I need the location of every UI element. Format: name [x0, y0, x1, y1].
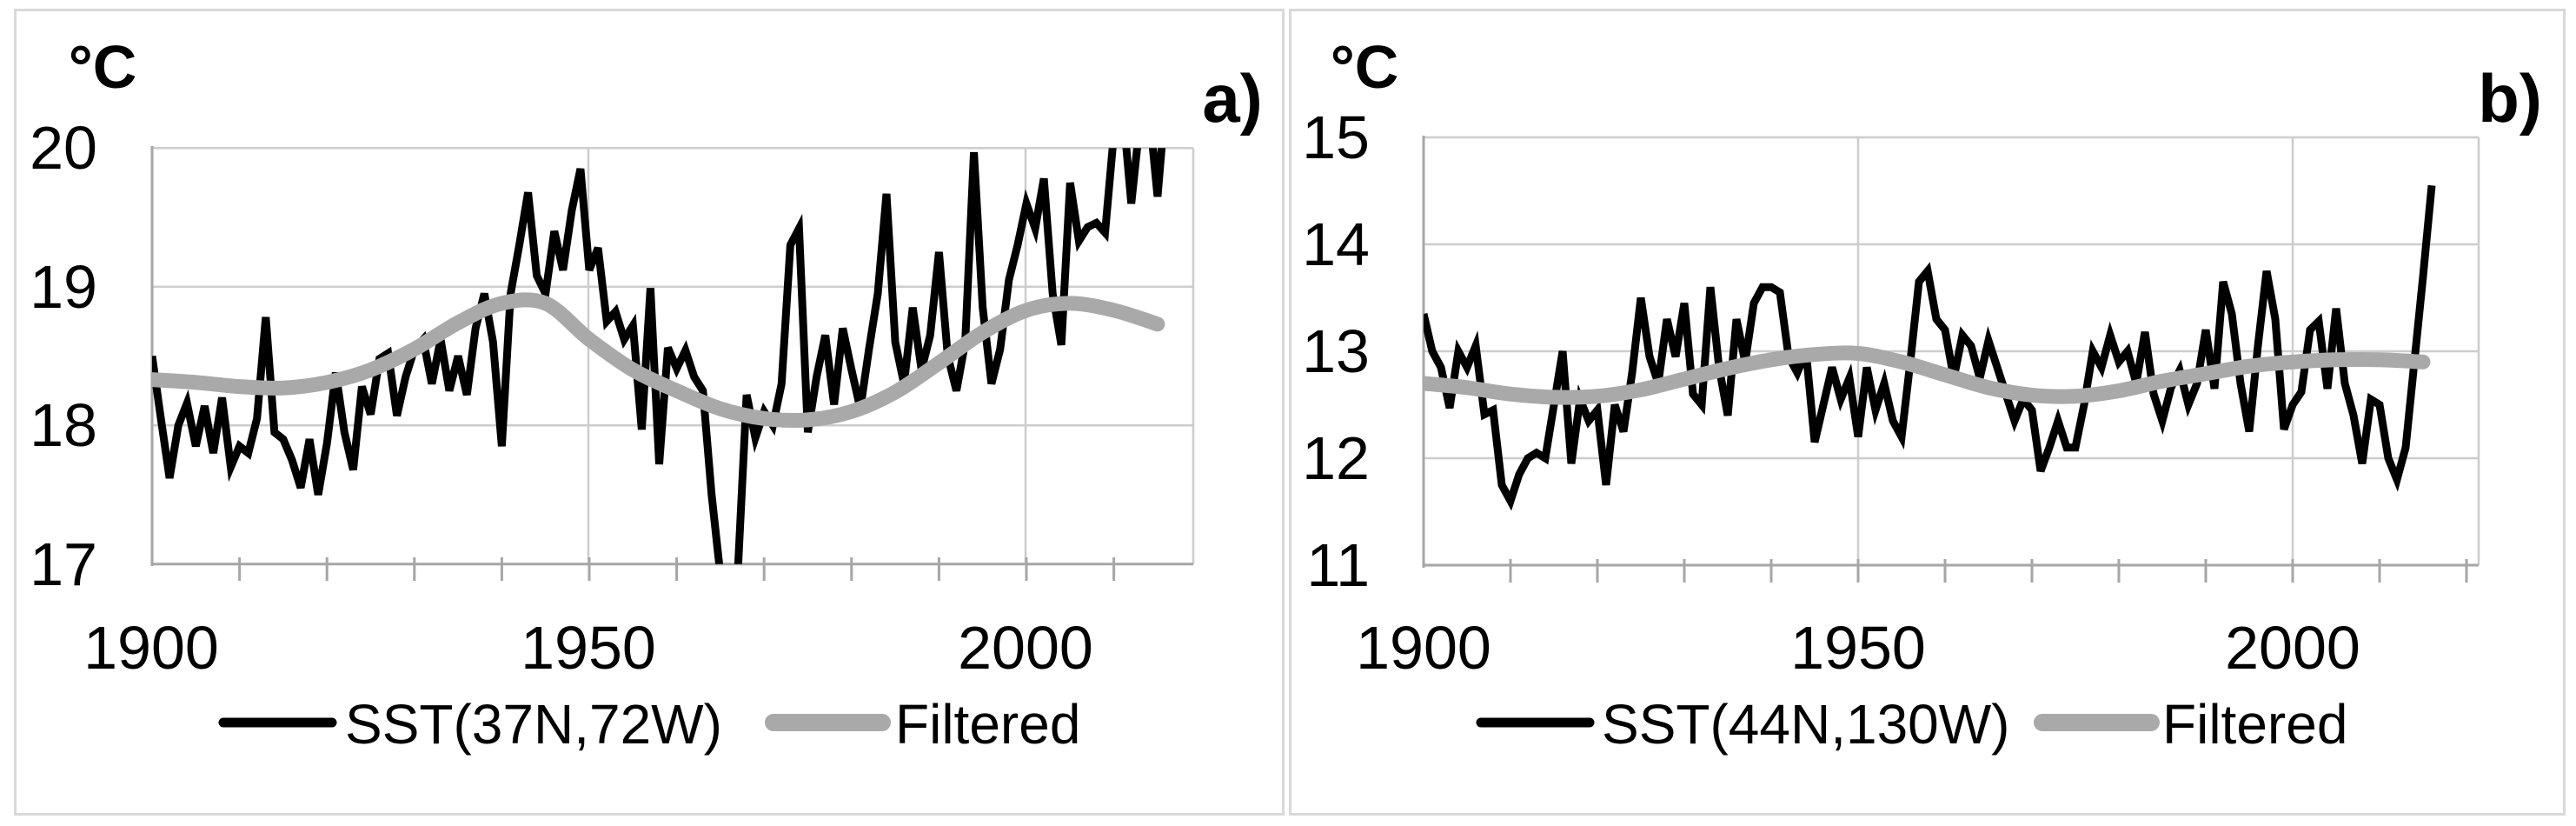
ytick-a-19: 19	[30, 253, 97, 321]
ytick-a-17: 17	[30, 530, 97, 598]
right-panel-border	[1289, 9, 2566, 816]
left-panel-border	[14, 9, 1285, 816]
ytick-b-11: 11	[1306, 531, 1370, 599]
ytick-a-18: 18	[30, 391, 97, 459]
sst-line	[152, 148, 1166, 564]
sst-line	[1424, 184, 2436, 511]
xtick-b-1900: 1900	[1356, 614, 1491, 682]
xtick-a-2000: 2000	[958, 614, 1093, 682]
series-layer-a	[152, 148, 1166, 564]
filtered-line	[1424, 345, 2431, 405]
legend-label-sst-a: SST(37N,72W)	[345, 693, 722, 756]
unit-label-a: °C	[69, 33, 137, 101]
xtick-b-2000: 2000	[2225, 614, 2360, 682]
panel-letter-b: b)	[2478, 60, 2542, 137]
legend-label-filtered-b: Filtered	[2162, 693, 2347, 756]
series-layer-b	[1424, 184, 2436, 511]
legend-label-sst-b: SST(44N,130W)	[1602, 693, 2009, 756]
legend-label-filtered-a: Filtered	[895, 693, 1080, 756]
axes-layer-a	[150, 146, 1195, 581]
ytick-b-12: 12	[1302, 424, 1370, 492]
unit-label-b: °C	[1331, 33, 1399, 101]
filtered-line	[152, 292, 1165, 429]
ytick-a-20: 20	[30, 114, 97, 182]
ytick-b-13: 13	[1302, 317, 1370, 385]
panel-letter-a: a)	[1202, 60, 1262, 137]
ytick-b-14: 14	[1302, 210, 1370, 278]
xtick-b-1950: 1950	[1790, 614, 1926, 682]
ytick-b-15: 15	[1302, 103, 1370, 171]
xtick-a-1950: 1950	[521, 614, 656, 682]
xtick-a-1900: 1900	[83, 614, 219, 682]
